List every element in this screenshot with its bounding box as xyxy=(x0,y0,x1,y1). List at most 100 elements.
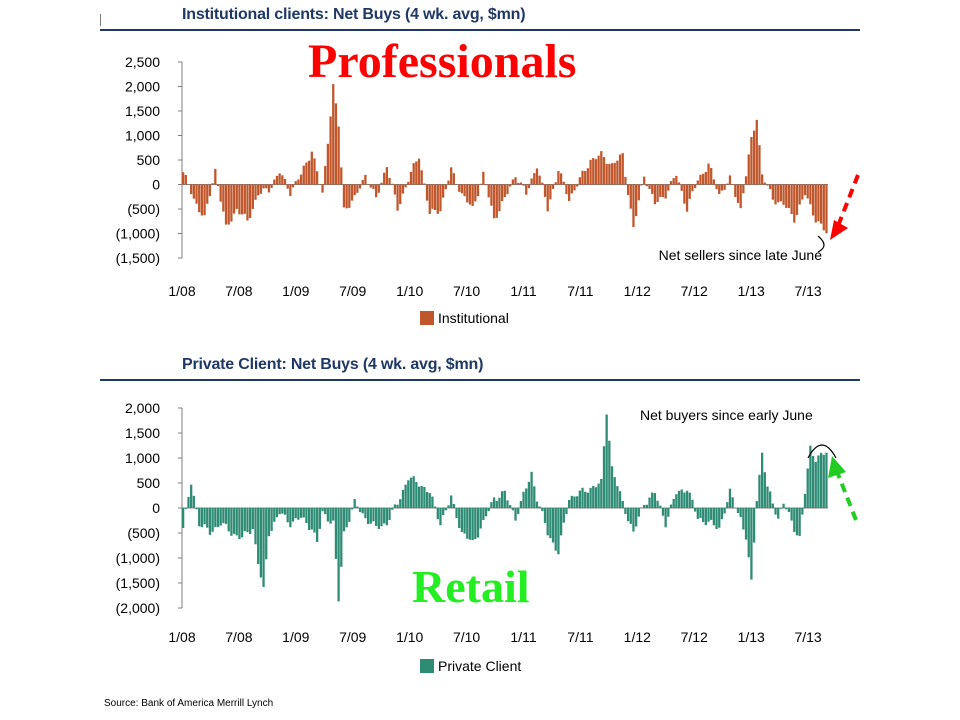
top-bar xyxy=(742,184,745,194)
bottom-x-tick-label: 1/11 xyxy=(510,629,536,645)
top-x-tick-label: 7/11 xyxy=(567,283,593,299)
bottom-bar xyxy=(592,486,595,508)
top-bar xyxy=(801,184,804,200)
top-bar xyxy=(763,182,766,185)
top-bar xyxy=(358,184,362,189)
bottom-bar xyxy=(383,508,386,524)
bottom-bar xyxy=(476,508,480,538)
top-y-tick-label: (1,000) xyxy=(116,226,160,242)
top-bar xyxy=(793,184,796,223)
top-bar xyxy=(219,184,222,202)
bottom-bar xyxy=(755,501,758,508)
bottom-bar xyxy=(621,500,624,508)
bottom-chart-title: Private Client: Net Buys (4 wk. avg, $mn… xyxy=(182,356,484,373)
top-bar xyxy=(817,184,820,222)
bottom-bar xyxy=(407,480,410,508)
bottom-bar xyxy=(198,508,201,527)
top-bar xyxy=(704,171,707,185)
bottom-bar xyxy=(803,493,807,508)
top-bar xyxy=(420,170,423,185)
top-bar xyxy=(203,184,206,216)
top-x-tick-label: 7/13 xyxy=(794,283,821,299)
top-bar xyxy=(693,184,697,188)
bottom-bar xyxy=(305,508,308,524)
top-bar xyxy=(200,184,204,216)
top-bar xyxy=(610,163,614,185)
top-bar xyxy=(546,184,549,212)
bottom-bar xyxy=(318,508,321,529)
top-annotation: Net sellers since late June xyxy=(659,247,823,263)
top-bar xyxy=(275,175,279,185)
top-bar xyxy=(313,158,316,185)
bottom-bar xyxy=(533,486,536,508)
top-bar xyxy=(535,168,539,185)
bottom-bar xyxy=(637,508,640,517)
bottom-bar xyxy=(656,500,659,508)
bottom-bar xyxy=(565,508,568,515)
bottom-bar xyxy=(415,481,418,508)
bottom-bar xyxy=(321,508,324,512)
bottom-bar xyxy=(677,490,681,508)
bottom-bar xyxy=(653,493,657,508)
bottom-bar xyxy=(243,508,246,532)
top-bar xyxy=(570,184,573,194)
top-bar xyxy=(474,184,477,202)
bottom-bar xyxy=(645,504,649,508)
bottom-bar xyxy=(401,489,405,508)
bottom-bar xyxy=(216,508,220,528)
bottom-bar xyxy=(522,491,525,508)
top-bar xyxy=(616,160,619,185)
top-bar xyxy=(356,184,359,193)
bottom-bar xyxy=(262,508,265,587)
bottom-bar xyxy=(366,508,370,525)
bottom-bar xyxy=(774,508,777,515)
bottom-bar xyxy=(439,508,442,526)
top-bar xyxy=(779,184,783,202)
bottom-bar xyxy=(240,508,244,538)
top-bar xyxy=(736,184,740,203)
top-bar xyxy=(334,103,338,185)
top-bar xyxy=(262,184,265,189)
bottom-bar xyxy=(629,508,632,524)
bottom-bar xyxy=(203,508,206,525)
top-bar xyxy=(428,184,431,214)
top-bar xyxy=(302,165,305,185)
top-bar xyxy=(806,184,809,199)
top-bar xyxy=(283,178,287,185)
top-bar xyxy=(235,184,238,209)
top-bar xyxy=(254,184,257,200)
bottom-bar xyxy=(377,508,380,529)
top-bar xyxy=(814,184,817,223)
bottom-bar xyxy=(785,508,788,510)
top-bar xyxy=(787,184,791,209)
top-bar xyxy=(803,184,807,196)
top-bar xyxy=(584,170,587,185)
bottom-bar xyxy=(208,508,212,535)
bottom-bar xyxy=(801,508,804,515)
bottom-bar xyxy=(353,498,356,508)
bottom-bar xyxy=(683,492,686,508)
bottom-bar xyxy=(337,508,340,602)
top-bar xyxy=(514,177,517,185)
top-bar xyxy=(527,184,531,189)
top-bar xyxy=(222,184,225,212)
top-bar xyxy=(404,184,407,188)
top-bar xyxy=(538,175,541,185)
top-bar xyxy=(500,184,504,202)
top-bar xyxy=(557,171,560,185)
bottom-bar xyxy=(283,508,287,515)
top-bar xyxy=(777,184,780,203)
top-bar xyxy=(825,184,828,234)
bottom-bar xyxy=(790,508,793,521)
bottom-bar xyxy=(391,508,394,510)
top-bar xyxy=(771,184,774,200)
bottom-bar xyxy=(632,508,635,532)
bottom-bar xyxy=(428,493,431,508)
bottom-bar xyxy=(814,461,817,508)
top-bar xyxy=(659,184,662,197)
bottom-bar xyxy=(624,508,627,514)
top-bar xyxy=(664,184,667,199)
bottom-bar xyxy=(771,503,774,508)
bottom-bar xyxy=(731,497,734,508)
